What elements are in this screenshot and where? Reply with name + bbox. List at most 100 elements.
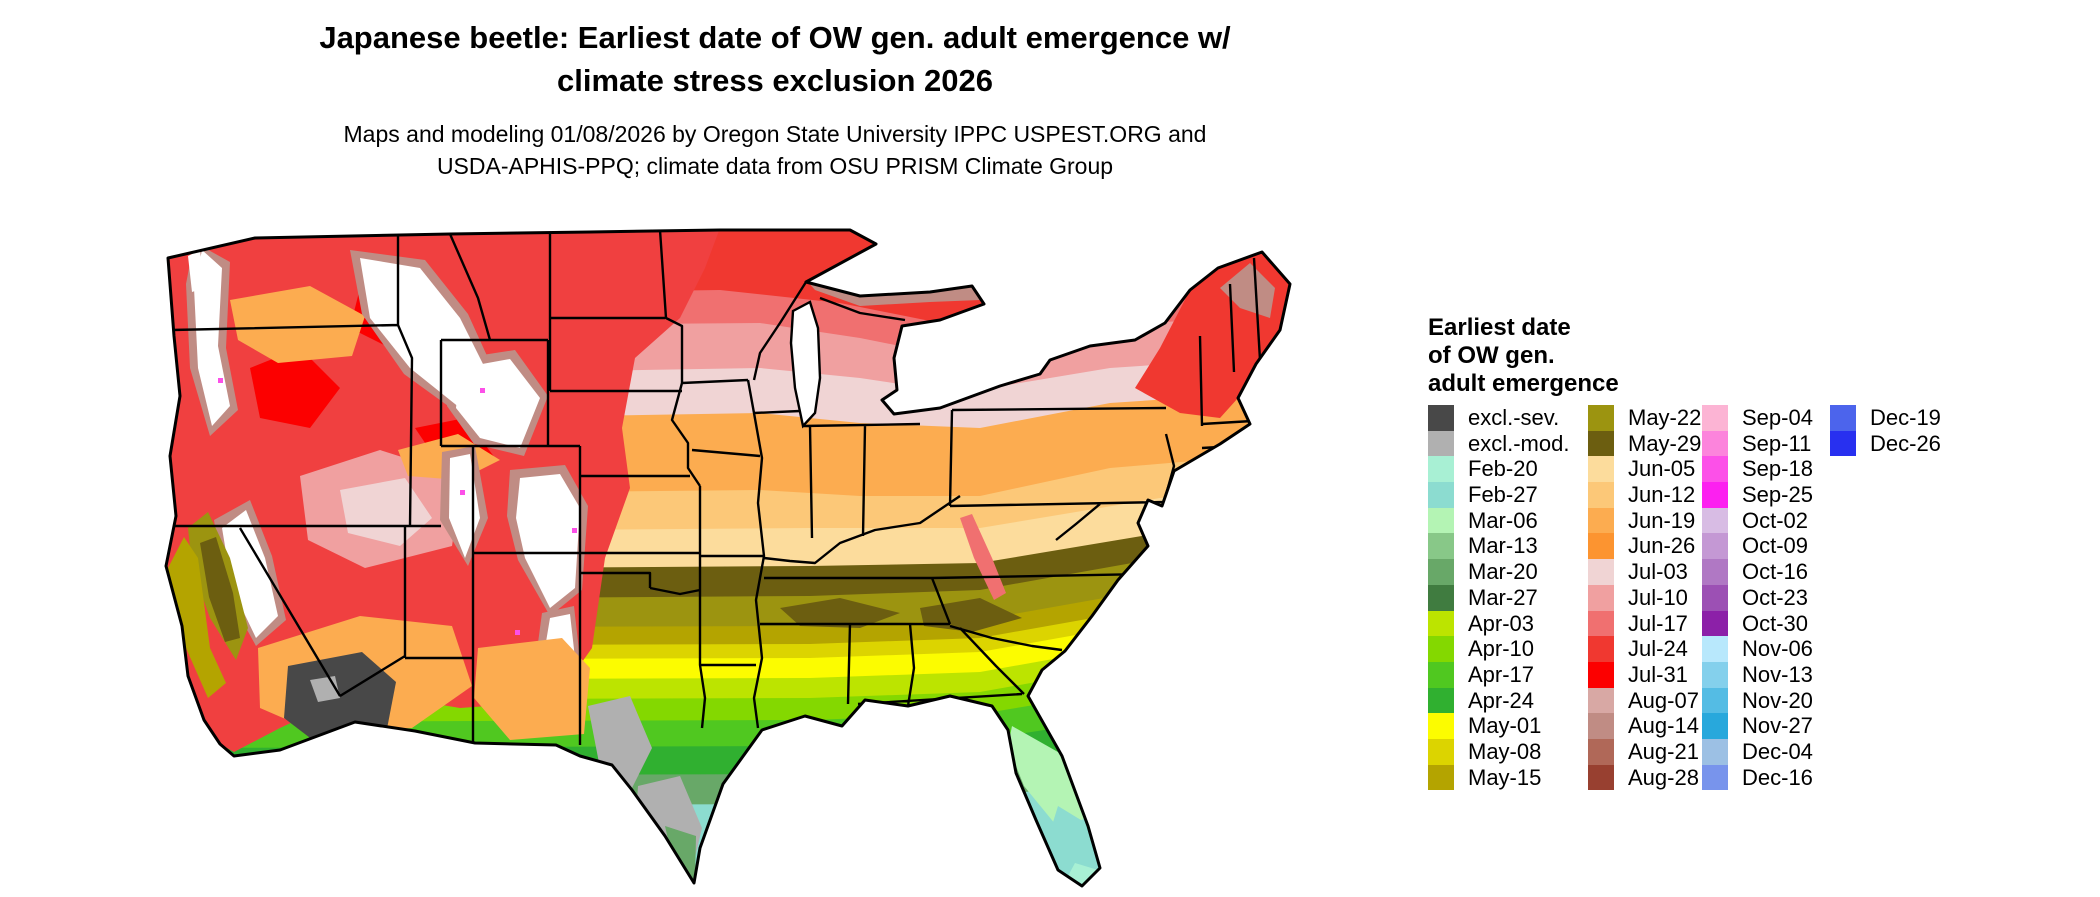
legend-label: Jun-05 bbox=[1628, 456, 1696, 482]
legend-item: excl.-sev. bbox=[1428, 405, 1569, 431]
legend-swatch bbox=[1702, 405, 1728, 431]
legend-item: Jul-24 bbox=[1588, 636, 1701, 662]
legend-swatch bbox=[1588, 713, 1614, 739]
legend-item: Dec-19 bbox=[1830, 405, 1941, 431]
legend-swatch bbox=[1588, 430, 1614, 457]
legend-item: Apr-03 bbox=[1428, 610, 1569, 637]
legend-label: Apr-24 bbox=[1468, 687, 1535, 713]
legend-swatch bbox=[1428, 661, 1454, 688]
legend-swatch bbox=[1588, 661, 1614, 688]
legend-label: Oct-16 bbox=[1742, 559, 1809, 585]
legend-swatch bbox=[1428, 610, 1454, 637]
legend-label: Aug-14 bbox=[1628, 713, 1699, 739]
legend-item: Dec-26 bbox=[1830, 430, 1941, 457]
legend-label: excl.-mod. bbox=[1468, 430, 1570, 456]
legend-label: Apr-17 bbox=[1468, 661, 1535, 687]
legend-label: Mar-20 bbox=[1468, 559, 1538, 585]
legend-label: May-22 bbox=[1628, 405, 1702, 430]
legend-label: Oct-23 bbox=[1742, 584, 1809, 610]
subtitle-line-2: USDA-APHIS-PPQ; climate data from OSU PR… bbox=[436, 153, 1114, 179]
legend-label: Nov-06 bbox=[1742, 636, 1813, 662]
legend-label: May-29 bbox=[1628, 430, 1702, 456]
legend-swatch bbox=[1830, 430, 1856, 457]
legend-label: Jun-12 bbox=[1628, 482, 1696, 508]
legend-label: Nov-20 bbox=[1742, 687, 1813, 713]
legend-swatch bbox=[1702, 610, 1728, 637]
lake-michigan bbox=[789, 300, 822, 429]
legend-item: Jul-10 bbox=[1588, 584, 1701, 611]
legend-item: Aug-21 bbox=[1588, 738, 1701, 765]
legend-swatch bbox=[1702, 533, 1728, 560]
legend-swatch bbox=[1428, 533, 1454, 560]
legend-item: May-29 bbox=[1588, 430, 1702, 457]
legend-label: Feb-20 bbox=[1468, 456, 1538, 482]
legend-swatch bbox=[1588, 533, 1614, 560]
legend-swatch bbox=[1702, 764, 1728, 791]
title-line-2: climate stress exclusion 2026 bbox=[557, 63, 993, 98]
legend-item: excl.-mod. bbox=[1428, 430, 1570, 457]
legend-label: Dec-19 bbox=[1870, 405, 1941, 430]
legend-item: May-15 bbox=[1428, 764, 1569, 791]
legend-swatch bbox=[1588, 610, 1614, 637]
legend-item: Aug-14 bbox=[1588, 713, 1701, 739]
legend-swatch bbox=[1588, 584, 1614, 611]
legend-item: Nov-13 bbox=[1702, 661, 1813, 688]
legend-item: Jun-05 bbox=[1588, 456, 1701, 483]
legend-label: Jul-24 bbox=[1628, 636, 1688, 662]
legend-item: May-22 bbox=[1588, 405, 1701, 431]
legend-swatch bbox=[1588, 405, 1614, 431]
legend-item: Feb-27 bbox=[1428, 482, 1569, 508]
legend-item: Aug-28 bbox=[1588, 764, 1701, 791]
legend-label: Jul-17 bbox=[1628, 610, 1688, 636]
legend-item: Nov-20 bbox=[1702, 687, 1813, 714]
page-title: Japanese beetle: Earliest date of OW gen… bbox=[150, 16, 1400, 102]
legend-label: Oct-02 bbox=[1742, 507, 1809, 533]
legend-label: Mar-06 bbox=[1468, 507, 1538, 533]
legend-swatch bbox=[1428, 687, 1454, 714]
legend-item: Jul-31 bbox=[1588, 661, 1701, 688]
legend-swatch bbox=[1702, 738, 1728, 765]
page-subtitle: Maps and modeling 01/08/2026 by Oregon S… bbox=[150, 118, 1400, 182]
legend-swatch bbox=[1588, 764, 1614, 791]
legend-swatch bbox=[1428, 584, 1454, 611]
subtitle-line-1: Maps and modeling 01/08/2026 by Oregon S… bbox=[343, 121, 1207, 147]
legend-label: Dec-16 bbox=[1742, 764, 1813, 790]
legend-label: Dec-26 bbox=[1870, 430, 1941, 456]
legend-swatch bbox=[1588, 507, 1614, 534]
legend-swatch bbox=[1702, 713, 1728, 739]
legend-item: Mar-20 bbox=[1428, 559, 1569, 585]
legend-label: Jul-03 bbox=[1628, 559, 1688, 585]
legend-title-line-3: adult emergence bbox=[1428, 370, 1619, 397]
legend-swatch bbox=[1588, 687, 1614, 714]
legend-item: Apr-10 bbox=[1428, 636, 1569, 662]
legend-swatch bbox=[1428, 764, 1454, 791]
legend-label: Oct-09 bbox=[1742, 533, 1809, 559]
legend-label: Sep-04 bbox=[1742, 405, 1813, 430]
legend-swatch bbox=[1702, 661, 1728, 688]
legend-item: Dec-04 bbox=[1702, 738, 1813, 765]
legend-label: Aug-28 bbox=[1628, 764, 1699, 790]
legend-swatch bbox=[1428, 559, 1454, 585]
legend-swatch bbox=[1428, 636, 1454, 662]
legend-label: Jul-31 bbox=[1628, 661, 1688, 687]
legend-label: Nov-27 bbox=[1742, 713, 1813, 739]
legend-column-1: excl.-sev. excl.-mod. Feb-20 Feb-27 Mar-06 Ma… bbox=[1428, 405, 1570, 791]
legend-item: Apr-17 bbox=[1428, 661, 1569, 688]
legend-label: Jun-19 bbox=[1628, 507, 1696, 533]
legend-label: Dec-04 bbox=[1742, 738, 1813, 764]
legend-item: Mar-13 bbox=[1428, 533, 1569, 560]
legend-item: Sep-25 bbox=[1702, 482, 1813, 508]
legend-item: Oct-02 bbox=[1702, 507, 1813, 534]
legend-item: Nov-06 bbox=[1702, 636, 1813, 662]
legend-swatch bbox=[1588, 636, 1614, 662]
legend-swatch bbox=[1428, 405, 1454, 431]
title-line-1: Japanese beetle: Earliest date of OW gen… bbox=[319, 20, 1231, 55]
legend-item: May-08 bbox=[1428, 738, 1569, 765]
legend-label: Mar-13 bbox=[1468, 533, 1538, 559]
legend-item: Sep-04 bbox=[1702, 405, 1813, 431]
legend-column-4: Dec-19 Dec-26 bbox=[1830, 405, 1941, 457]
legend-item: Dec-16 bbox=[1702, 764, 1813, 791]
legend-swatch bbox=[1588, 482, 1614, 508]
legend-swatch bbox=[1428, 482, 1454, 508]
legend-item: Jul-17 bbox=[1588, 610, 1701, 637]
